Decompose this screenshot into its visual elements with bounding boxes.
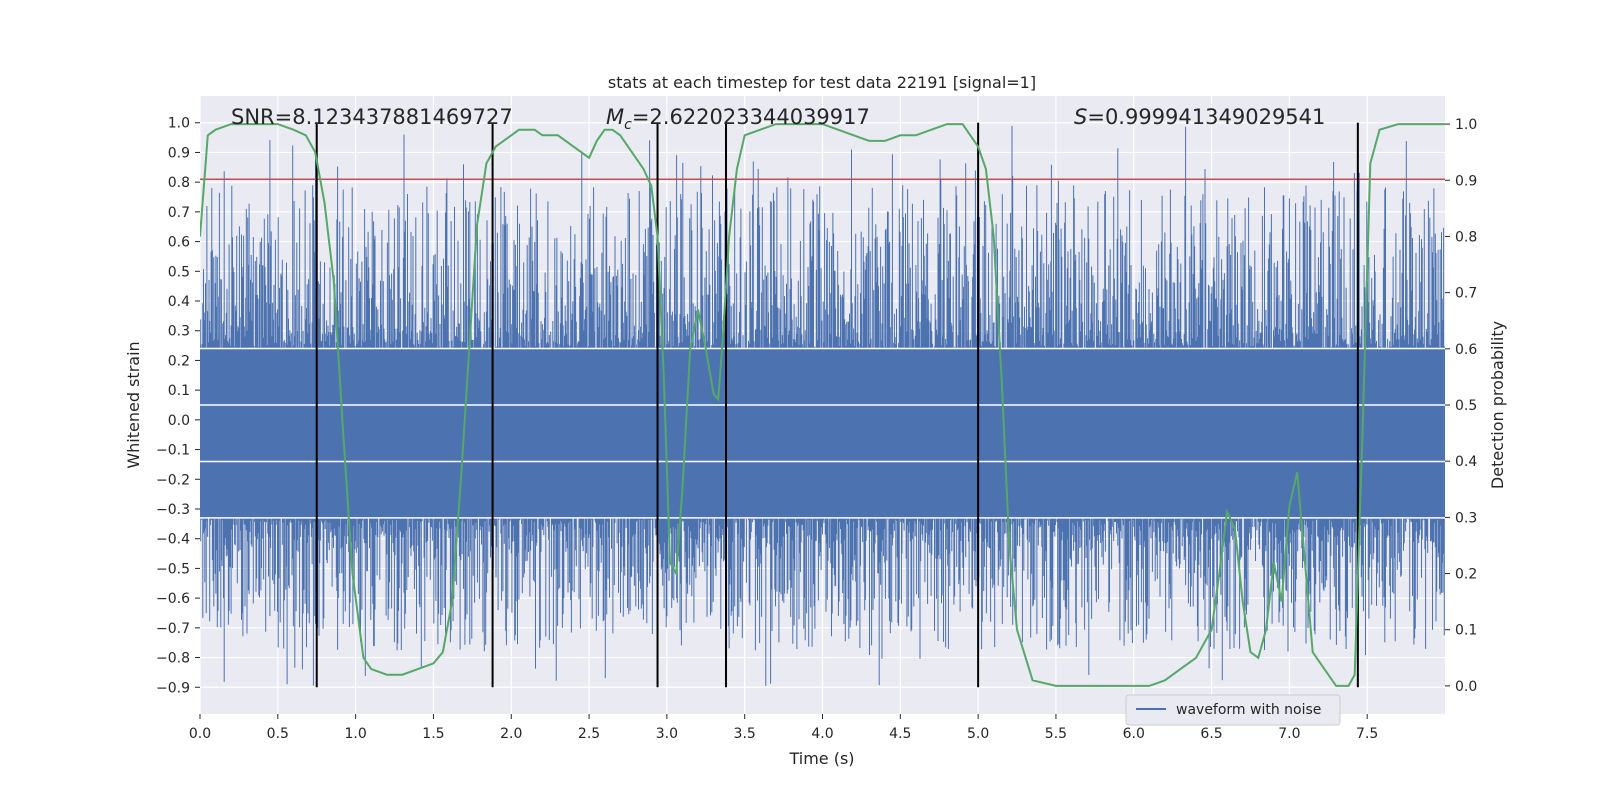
y-tick-label: 0.1	[168, 383, 190, 399]
y-right-tick-label: 0.9	[1455, 173, 1477, 189]
y-tick-label: −0.8	[156, 651, 190, 667]
y-right-tick-label: 0.0	[1455, 679, 1477, 695]
y-right-tick-label: 0.1	[1455, 623, 1477, 639]
legend: waveform with noise	[1125, 694, 1341, 726]
y-axis-label: Whitened strain	[124, 341, 143, 468]
x-tick-label: 7.5	[1356, 726, 1378, 742]
y-tick-label: 1.0	[168, 116, 190, 132]
x-axis-label: Time (s)	[788, 749, 854, 768]
y-axis-right-label: Detection probability	[1488, 321, 1507, 489]
x-tick-label: 1.0	[344, 726, 366, 742]
y-tick-label: −0.6	[156, 591, 190, 607]
y-tick-label: −0.2	[156, 472, 190, 488]
y-tick-label: 0.3	[168, 324, 190, 340]
legend-entry-waveform: waveform with noise	[1176, 702, 1321, 718]
y-axis-right-ticks: 0.0 0.1 0.2 0.3 0.4 0.5 0.6 0.7 0.8 0.9 1.0	[1445, 117, 1477, 695]
y-tick-label: −0.1	[156, 443, 190, 459]
x-axis-ticks: 0.0 0.5 1.0 1.5 2.0 2.5 3.0 3.5 4.0 4.5 5.0 5.5 6.0 6…	[189, 714, 1378, 742]
x-tick-label: 4.5	[889, 726, 911, 742]
y-tick-label: 0.7	[168, 205, 190, 221]
snr-annotation: SNR=8.123437881469727	[231, 105, 513, 129]
y-right-tick-label: 0.7	[1455, 286, 1477, 302]
s-value: =0.999941349029541	[1087, 105, 1325, 129]
x-tick-label: 3.5	[734, 726, 756, 742]
x-tick-label: 6.0	[1123, 726, 1145, 742]
chirp-mass-value: =2.622023344039917	[632, 105, 870, 129]
y-tick-label: 0.4	[168, 294, 190, 310]
y-tick-label: 0.0	[168, 413, 190, 429]
y-tick-label: −0.3	[156, 502, 190, 518]
chart-title: stats at each timestep for test data 221…	[608, 73, 1036, 92]
s-annotation: S=0.999941349029541	[1074, 105, 1325, 129]
x-tick-label: 2.0	[500, 726, 522, 742]
waveform-with-noise-series	[200, 126, 1445, 686]
x-tick-label: 0.0	[189, 726, 211, 742]
x-tick-label: 6.5	[1200, 726, 1222, 742]
detection-probability-line	[200, 123, 1445, 687]
y-axis-ticks: −0.9 −0.8 −0.7 −0.6 −0.5 −0.4 −0.3 −0.2 −0.1 0.0 0…	[156, 116, 200, 696]
y-tick-label: −0.7	[156, 621, 190, 637]
y-right-tick-label: 0.5	[1455, 398, 1477, 414]
chirp-mass-symbol: M	[606, 105, 624, 129]
legend-box	[1125, 694, 1341, 726]
chirp-mass-subscript: c	[624, 117, 632, 133]
x-tick-label: 1.5	[422, 726, 444, 742]
x-tick-label: 5.5	[1045, 726, 1067, 742]
x-tick-label: 2.5	[578, 726, 600, 742]
x-tick-label: 5.0	[967, 726, 989, 742]
y-tick-label: 0.6	[168, 235, 190, 251]
s-symbol: S	[1074, 105, 1087, 129]
x-tick-label: 3.0	[656, 726, 678, 742]
y-tick-label: −0.9	[156, 680, 190, 696]
overlay-lines	[200, 122, 1445, 688]
y-right-tick-label: 0.4	[1455, 454, 1477, 470]
y-right-tick-label: 0.3	[1455, 510, 1477, 526]
y-tick-label: −0.4	[156, 532, 190, 548]
y-tick-label: 0.5	[168, 264, 190, 280]
x-tick-label: 4.0	[811, 726, 833, 742]
x-tick-label: 7.0	[1278, 726, 1300, 742]
y-right-tick-label: 0.6	[1455, 342, 1477, 358]
y-tick-label: 0.9	[168, 145, 190, 161]
x-tick-label: 0.5	[267, 726, 289, 742]
y-right-tick-label: 0.2	[1455, 567, 1477, 583]
y-tick-label: −0.5	[156, 561, 190, 577]
y-right-tick-label: 0.8	[1455, 229, 1477, 245]
y-right-tick-label: 1.0	[1455, 117, 1477, 133]
y-tick-label: 0.8	[168, 175, 190, 191]
y-tick-label: 0.2	[168, 353, 190, 369]
chirp-mass-annotation: Mc=2.622023344039917	[606, 105, 870, 133]
waveform-trace	[200, 126, 1445, 686]
